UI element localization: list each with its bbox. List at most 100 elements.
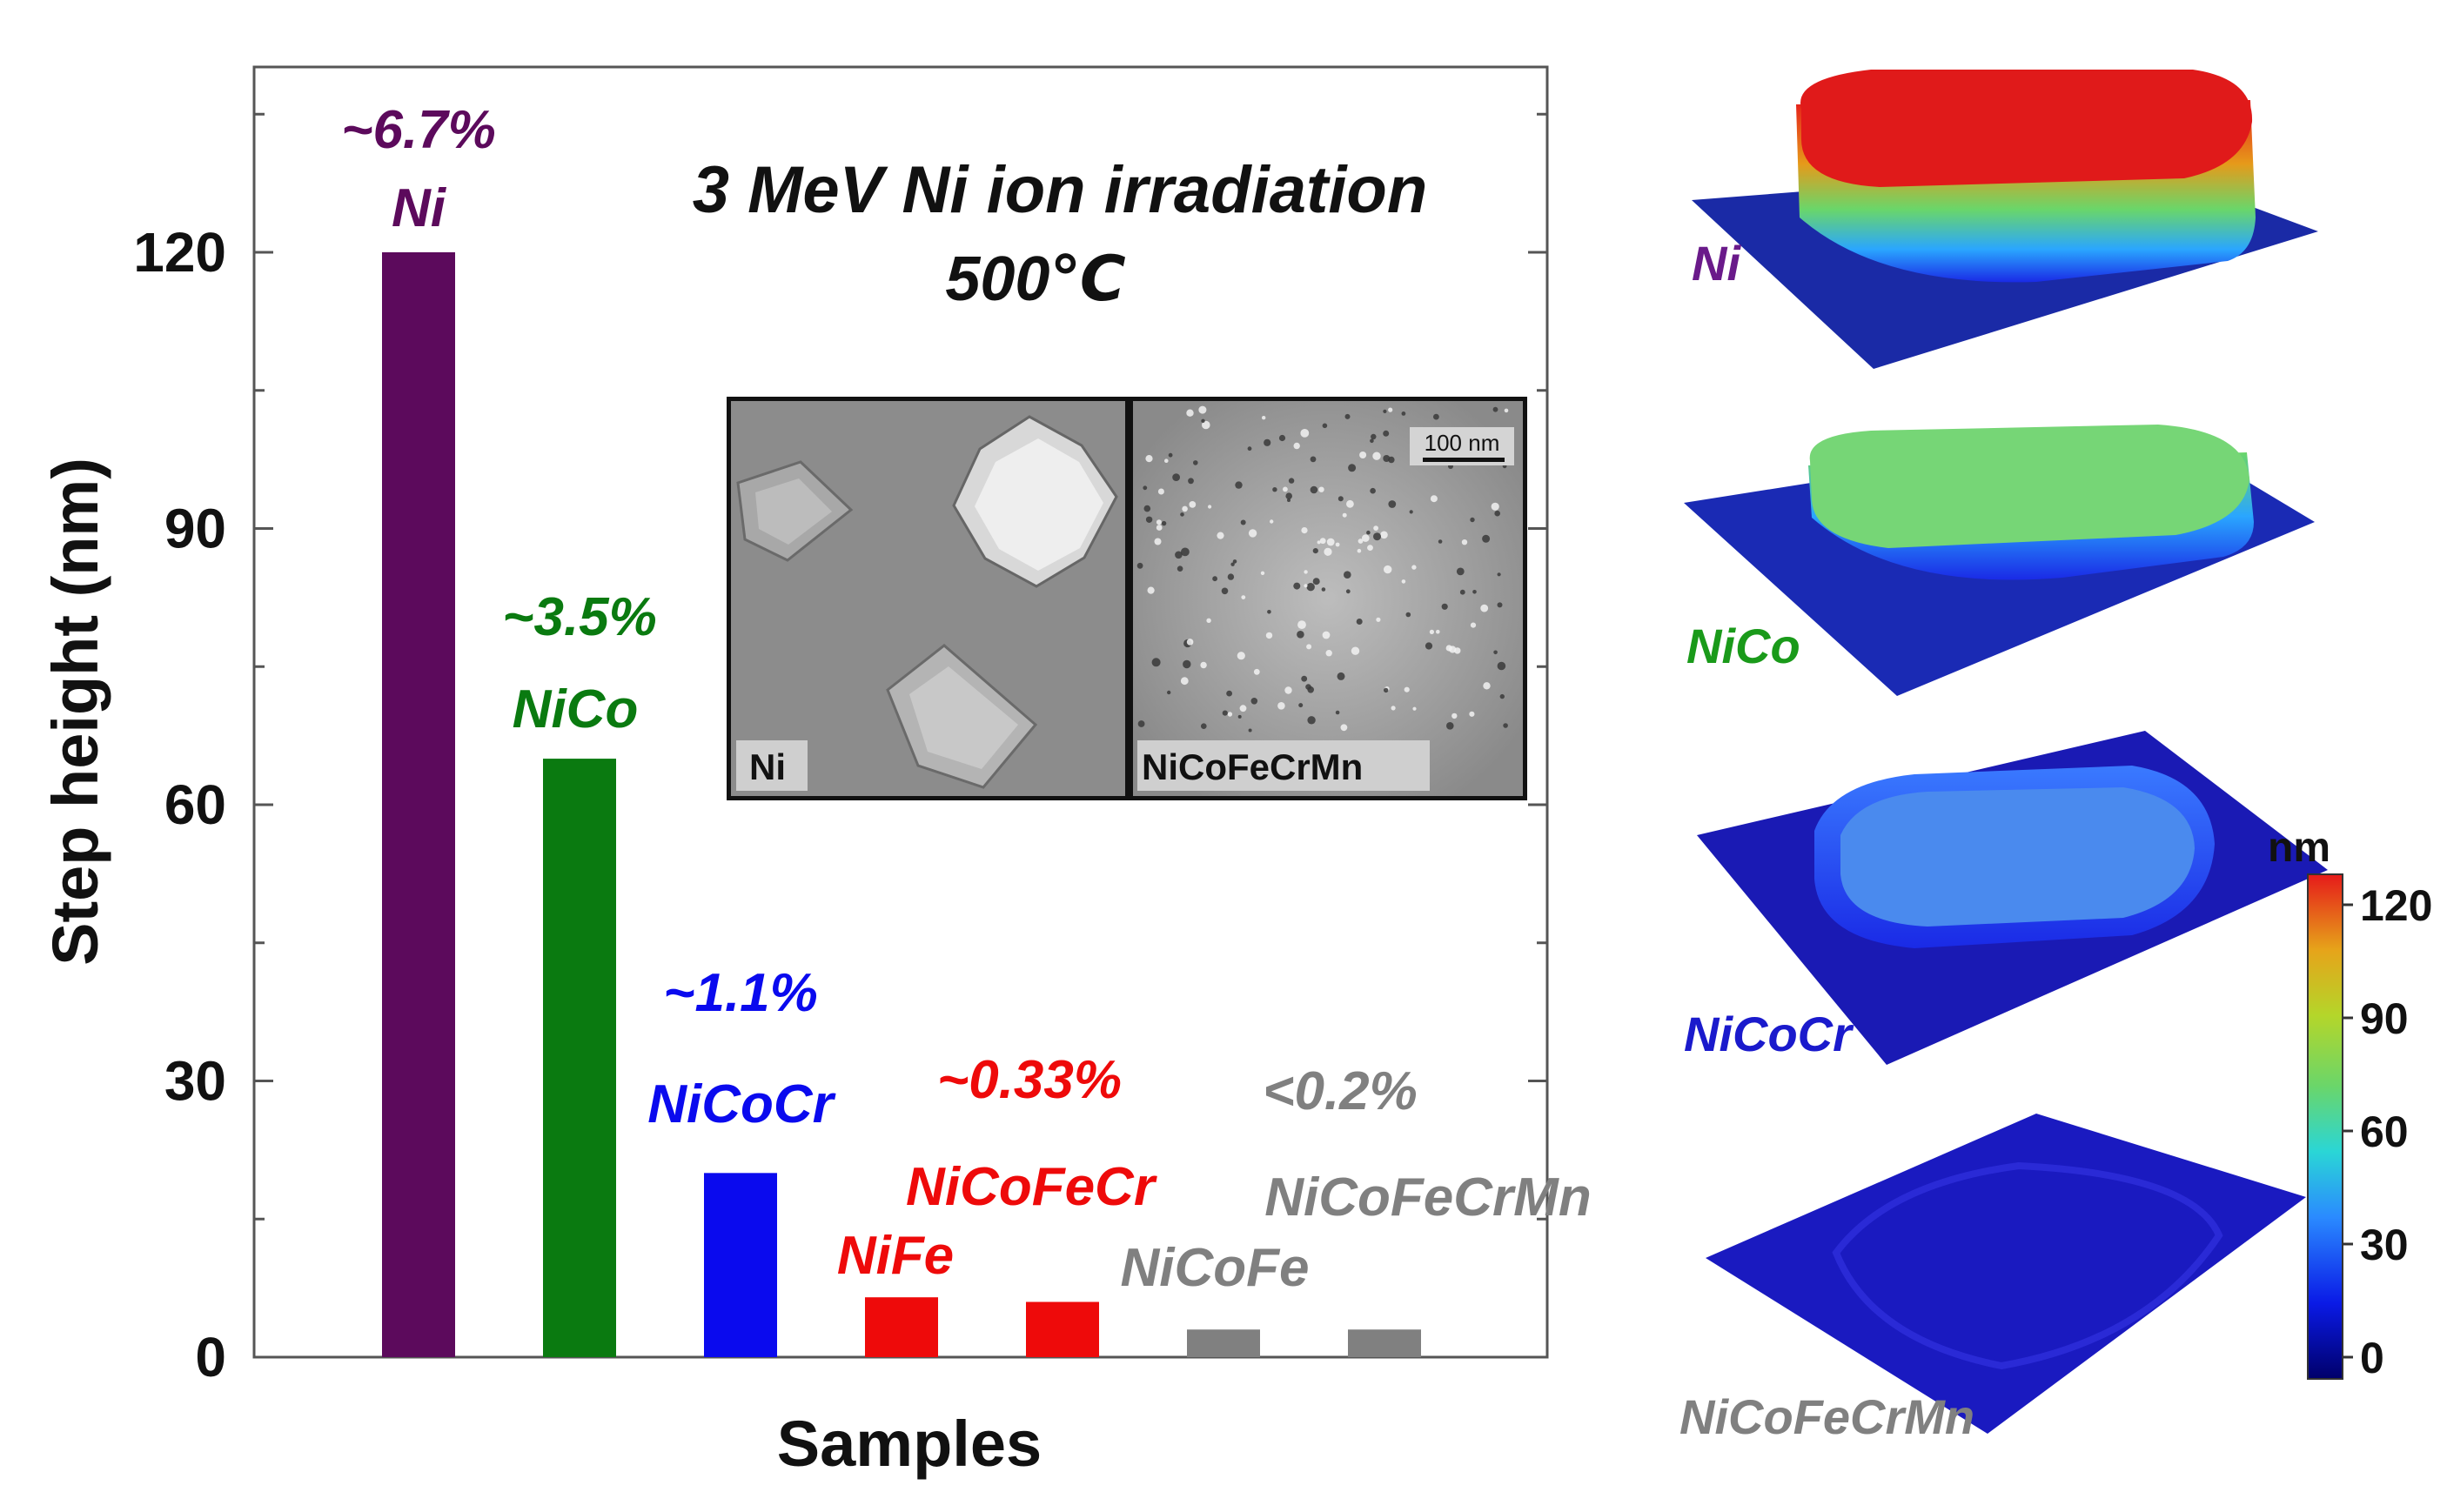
particle-dot xyxy=(1172,473,1180,481)
bar-name-label: NiCo xyxy=(513,679,639,739)
particle-dot xyxy=(1480,604,1489,612)
void-shapes xyxy=(736,415,1118,789)
particle-dot xyxy=(1232,559,1237,564)
particle-dot xyxy=(1154,538,1162,545)
particle-dot xyxy=(1239,705,1247,713)
bar-nicofecr xyxy=(1026,1301,1099,1357)
particle-dot xyxy=(1411,565,1417,570)
particle-dot xyxy=(1412,706,1417,711)
particle-dot xyxy=(1307,716,1316,725)
particle-dot xyxy=(1497,602,1503,608)
particle-dot xyxy=(1370,438,1374,444)
particle-dot xyxy=(1356,619,1363,625)
bar-labels: Ni ~6.7% NiCo ~3.5% NiCoCr ~1.1% NiFe ~0.33% NiC… xyxy=(341,100,1591,1298)
particle-dot xyxy=(1409,510,1413,514)
particle-dot xyxy=(1451,713,1458,719)
particle-dot xyxy=(1180,512,1184,517)
particle-dot xyxy=(1278,434,1286,442)
particle-dot xyxy=(1288,478,1295,484)
particle-dot xyxy=(1212,576,1217,582)
particle-dot xyxy=(1235,481,1243,489)
particle-dot xyxy=(1260,571,1265,575)
particle-dot xyxy=(1430,495,1438,503)
bar-name-label: NiCoFeCrMn xyxy=(1264,1167,1591,1228)
map-plateau xyxy=(1840,787,2195,927)
bar-nife xyxy=(865,1297,938,1357)
particle-dot xyxy=(1401,411,1406,416)
particle-dot xyxy=(1262,416,1266,420)
particle-dot xyxy=(1188,478,1194,485)
particle-dot xyxy=(1186,409,1194,417)
y-tick-label: 90 xyxy=(164,498,226,560)
particle-dot xyxy=(1293,442,1300,450)
y-tick-label: 60 xyxy=(164,773,226,836)
particle-dot xyxy=(1143,485,1148,491)
particle-dot xyxy=(1346,499,1354,508)
particle-dot xyxy=(1322,423,1328,429)
bar-name-label: NiFe xyxy=(837,1226,954,1286)
particle-dot xyxy=(1201,418,1205,423)
particle-dot xyxy=(1372,452,1381,460)
particle-dot xyxy=(1301,527,1308,534)
map-label-nicocr: NiCoCr xyxy=(1684,1007,1854,1061)
particle-dot xyxy=(1143,505,1151,512)
colorbar: nm 120 90 60 30 0 xyxy=(2268,825,2432,1382)
scale-bar-label: 100 nm xyxy=(1425,430,1500,456)
particle-dot xyxy=(1340,724,1348,732)
particle-dot xyxy=(1391,706,1396,711)
particle-dot xyxy=(1186,639,1194,646)
y-tick-label: 120 xyxy=(133,221,226,284)
particle-dot xyxy=(1164,458,1169,463)
particle-dot xyxy=(1301,675,1308,682)
map-label-nicofecrmn: NiCoFeCrMn xyxy=(1679,1389,1974,1444)
map-label-nico: NiCo xyxy=(1686,619,1800,673)
particle-dot xyxy=(1438,539,1443,544)
particle-dot xyxy=(1237,714,1242,719)
particle-dot xyxy=(1384,687,1389,693)
particle-dot xyxy=(1405,612,1411,618)
particle-dot xyxy=(1326,538,1335,546)
particle-dot xyxy=(1267,610,1271,614)
particle-dot xyxy=(1357,548,1362,553)
particle-dot xyxy=(1145,516,1153,523)
colorbar-tick-label: 120 xyxy=(2360,881,2432,930)
particle-dot xyxy=(1230,562,1235,566)
surface-maps: Ni NiCo NiCoCr NiCoFeCrMn nm 120 90 60 30 0 xyxy=(1679,70,2432,1444)
particle-dot xyxy=(1491,502,1499,511)
particle-dot xyxy=(1425,642,1433,650)
bar-name-label: NiCoFeCr xyxy=(906,1157,1157,1217)
particle-dot xyxy=(1359,452,1367,458)
particle-dot xyxy=(1227,712,1233,717)
particle-dot xyxy=(1383,455,1391,462)
particle-dot xyxy=(1373,525,1378,531)
particle-dot xyxy=(1441,603,1448,610)
particle-dot xyxy=(1264,438,1271,446)
colorbar-tick-label: 0 xyxy=(2360,1334,2384,1382)
particle-dot xyxy=(1362,534,1370,542)
chart-subtitle: 500℃ xyxy=(945,244,1125,314)
particle-dot xyxy=(1335,710,1340,715)
particle-dot xyxy=(1175,551,1183,559)
particle-dot xyxy=(1366,530,1371,535)
surface-map-nicofecrmn: NiCoFeCrMn xyxy=(1679,1114,2306,1444)
inset-left-label: Ni xyxy=(749,746,786,787)
bar-percent-label: ~1.1% xyxy=(663,963,818,1023)
particle-dot xyxy=(1272,487,1277,492)
map-label-ni: Ni xyxy=(1692,236,1741,291)
particle-dot xyxy=(1202,420,1210,430)
particle-dot xyxy=(1319,538,1326,545)
colorbar-tick-label: 60 xyxy=(2360,1107,2409,1156)
particle-dot xyxy=(1217,532,1224,539)
particle-dot xyxy=(1335,542,1340,547)
particle-dot xyxy=(1145,455,1153,463)
map-rim xyxy=(1832,1161,2223,1370)
bar-nicofe xyxy=(1187,1329,1260,1357)
particle-dot xyxy=(1436,629,1440,634)
particle-dot xyxy=(1449,646,1457,653)
particle-dot xyxy=(1287,498,1291,502)
particle-dot xyxy=(1284,686,1292,694)
inset-right-image xyxy=(1133,401,1523,796)
particle-dot xyxy=(1351,646,1360,655)
particle-dot xyxy=(1304,570,1308,574)
